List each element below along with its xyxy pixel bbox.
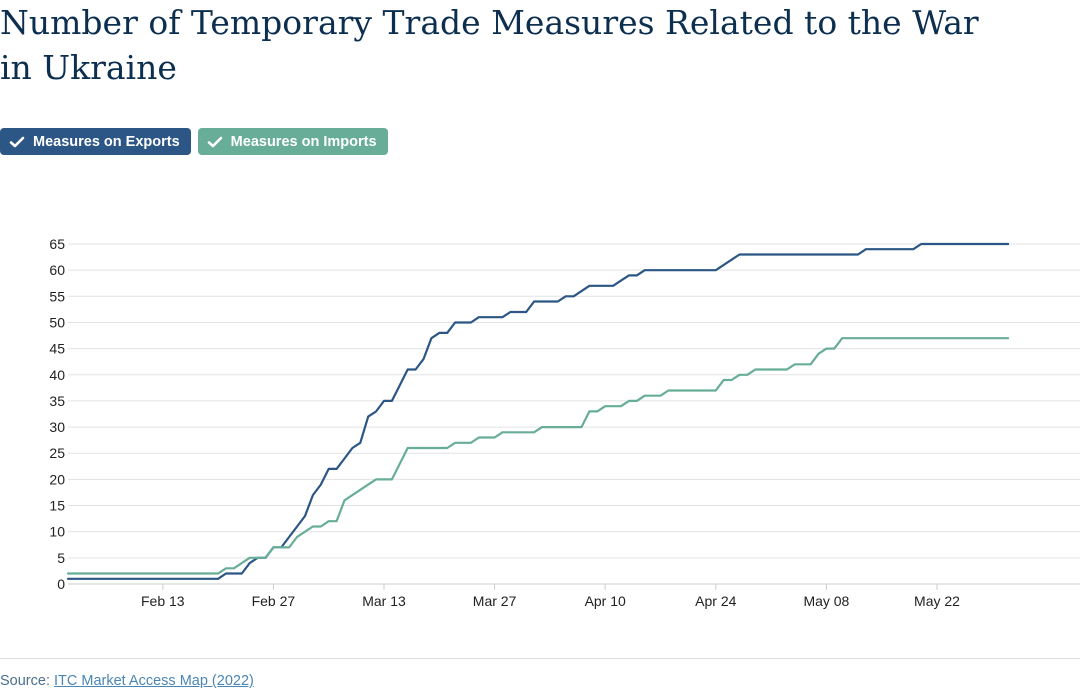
y-tick-label: 0 [57, 576, 65, 592]
legend: Measures on Exports Measures on Imports [0, 128, 388, 155]
y-tick-label: 40 [49, 367, 65, 383]
footer-divider [0, 658, 1080, 659]
y-tick-label: 30 [49, 419, 65, 435]
y-tick-label: 5 [57, 550, 65, 566]
x-tick-label: Feb 13 [141, 593, 185, 609]
legend-label-exports: Measures on Exports [33, 133, 180, 150]
chart-title: Number of Temporary Trade Measures Relat… [0, 3, 979, 87]
x-tick-label: Mar 27 [473, 593, 517, 609]
x-tick-label: Mar 13 [362, 593, 406, 609]
checkmark-icon [9, 136, 25, 147]
source-note: Source: ITC Market Access Map (2022) [0, 673, 254, 689]
y-tick-label: 25 [49, 445, 65, 461]
source-prefix: Source: [0, 673, 54, 689]
line-chart: 0 5 10 15 20 25 30 35 40 45 50 55 60 65 Feb 13 Feb 27 Ma… [49, 236, 1080, 609]
source-link[interactable]: ITC Market Access Map (2022) [54, 673, 254, 689]
y-tick-label: 35 [49, 393, 65, 409]
y-tick-label: 65 [49, 236, 65, 252]
x-tick-label: Apr 24 [695, 593, 736, 609]
checkmark-icon [207, 136, 222, 147]
legend-item-imports[interactable]: Measures on Imports [197, 128, 388, 155]
legend-label-imports: Measures on Imports [230, 133, 377, 150]
x-tick-label: Feb 27 [252, 593, 296, 609]
y-tick-label: 50 [49, 314, 65, 330]
x-tick-label: Apr 10 [585, 593, 626, 609]
series-line-imports [66, 337, 1010, 575]
x-tick-label: May 22 [914, 593, 960, 609]
y-tick-label: 10 [49, 524, 65, 540]
y-tick-label: 45 [49, 341, 65, 357]
y-tick-label: 20 [49, 471, 65, 487]
x-tick-label: May 08 [803, 593, 849, 609]
legend-item-exports[interactable]: Measures on Exports [0, 128, 191, 155]
series-line-exports [66, 242, 1010, 580]
y-tick-label: 55 [49, 288, 65, 304]
y-tick-label: 60 [49, 262, 65, 278]
y-tick-label: 15 [49, 498, 65, 514]
